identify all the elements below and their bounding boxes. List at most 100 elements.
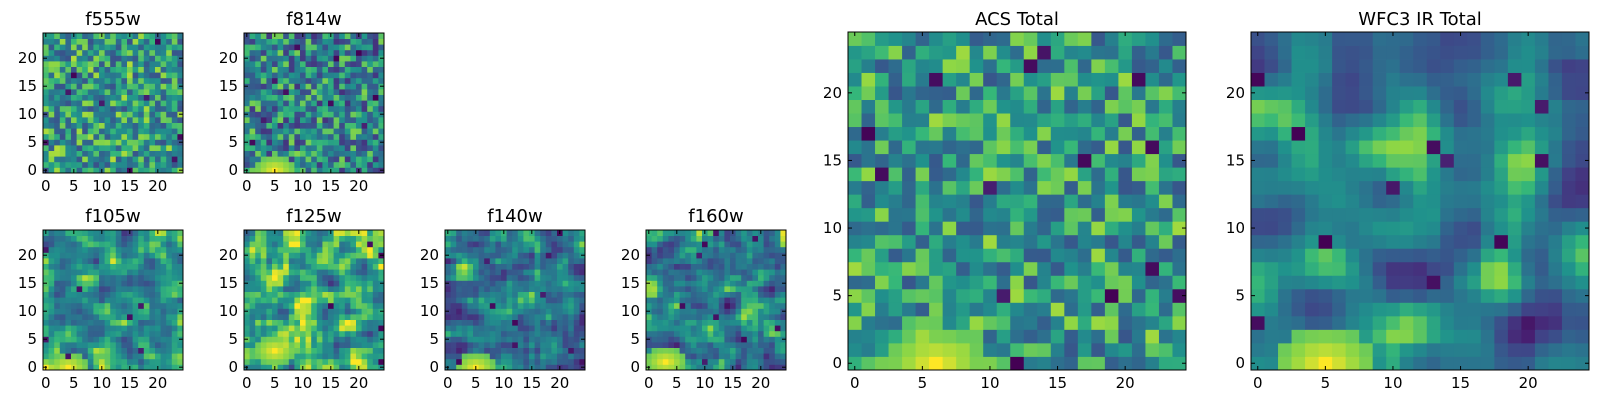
heatmap-cell bbox=[730, 274, 736, 281]
heatmap-cell bbox=[730, 269, 736, 276]
heatmap-cell bbox=[249, 161, 256, 168]
heatmap-cell bbox=[888, 315, 903, 330]
heatmap-cell bbox=[283, 122, 290, 129]
heatmap-cell bbox=[166, 61, 173, 67]
tick-label: 20 bbox=[621, 246, 640, 264]
heatmap-cell bbox=[763, 297, 770, 304]
heatmap-cell bbox=[322, 128, 329, 135]
heatmap-cell bbox=[277, 246, 284, 253]
heatmap-cell bbox=[1453, 329, 1468, 344]
heatmap-cell bbox=[110, 122, 117, 129]
heatmap-cell bbox=[59, 156, 66, 163]
tick-label: 20 bbox=[148, 374, 167, 392]
heatmap-cell bbox=[467, 297, 474, 304]
plot-frame bbox=[42, 32, 184, 174]
heatmap-cell bbox=[155, 156, 161, 163]
heatmap-cell bbox=[104, 319, 111, 326]
heatmap-cell bbox=[367, 83, 374, 90]
heatmap-cell bbox=[1521, 275, 1536, 290]
heatmap-cell bbox=[668, 246, 675, 253]
heatmap-cell bbox=[718, 302, 725, 309]
heatmap-cell bbox=[177, 44, 184, 51]
heatmap-cell bbox=[367, 246, 374, 253]
heatmap-cell bbox=[758, 286, 764, 292]
heatmap-cell bbox=[769, 230, 776, 236]
heatmap-cell bbox=[450, 258, 457, 264]
heatmap-cell bbox=[568, 319, 575, 326]
heatmap-cell bbox=[489, 358, 496, 365]
heatmap-cell bbox=[260, 100, 267, 107]
heatmap-cell bbox=[484, 314, 491, 320]
heatmap-cell bbox=[71, 44, 77, 51]
heatmap-cell bbox=[59, 128, 66, 135]
heatmap-cell bbox=[1118, 86, 1133, 100]
heatmap-cell bbox=[255, 150, 262, 157]
heatmap-cell bbox=[1480, 329, 1495, 344]
heatmap-cell bbox=[579, 246, 586, 253]
heatmap-cell bbox=[969, 261, 984, 276]
heatmap-cell bbox=[1010, 32, 1025, 46]
heatmap-cell bbox=[300, 72, 306, 79]
heatmap-cell bbox=[311, 77, 318, 84]
heatmap-cell bbox=[763, 235, 770, 242]
heatmap-cell bbox=[1172, 261, 1187, 276]
heatmap-cell bbox=[707, 241, 714, 248]
heatmap-cell bbox=[696, 258, 703, 264]
heatmap-cell bbox=[372, 246, 379, 253]
heatmap-cell bbox=[59, 133, 66, 140]
heatmap-cell bbox=[316, 105, 323, 112]
heatmap-cell bbox=[121, 280, 128, 287]
heatmap-cell bbox=[48, 49, 55, 56]
heatmap-cell bbox=[367, 111, 374, 118]
heatmap-cell bbox=[657, 280, 664, 287]
heatmap-cell bbox=[562, 314, 569, 320]
heatmap-cell bbox=[562, 319, 569, 326]
heatmap-cell bbox=[445, 347, 451, 354]
heatmap-cell bbox=[1131, 99, 1146, 114]
heatmap-cell bbox=[718, 336, 725, 343]
heatmap-cell bbox=[1264, 302, 1279, 317]
heatmap-cell bbox=[915, 140, 930, 155]
heatmap-cell bbox=[104, 61, 111, 67]
heatmap-cell bbox=[344, 308, 351, 315]
heatmap-cell bbox=[1091, 59, 1106, 73]
heatmap-cell bbox=[104, 122, 111, 129]
heatmap-cell bbox=[461, 364, 468, 371]
heatmap-cell bbox=[774, 241, 781, 248]
tick-label: 10 bbox=[823, 219, 842, 237]
heatmap-cell bbox=[300, 252, 306, 259]
heatmap-cell bbox=[166, 72, 173, 79]
heatmap-cell bbox=[361, 230, 368, 236]
heatmap-cell bbox=[283, 274, 290, 281]
heatmap-cell bbox=[690, 297, 697, 304]
heatmap-cell bbox=[367, 72, 374, 79]
heatmap-cell bbox=[534, 325, 541, 332]
heatmap-cell bbox=[540, 308, 547, 315]
tick-label: 20 bbox=[420, 246, 439, 264]
heatmap-cell bbox=[746, 308, 753, 315]
heatmap-cell bbox=[763, 241, 770, 248]
heatmap-cell bbox=[1172, 221, 1187, 236]
heatmap-cell bbox=[311, 66, 318, 73]
heatmap-cell bbox=[260, 150, 267, 157]
heatmap-cell bbox=[529, 280, 535, 287]
heatmap-cell bbox=[149, 83, 156, 90]
heatmap-cell bbox=[523, 314, 530, 320]
heatmap-cell bbox=[160, 117, 167, 123]
heatmap-cell bbox=[461, 342, 468, 348]
heatmap-cell bbox=[915, 221, 930, 236]
heatmap-cell bbox=[724, 230, 731, 236]
heatmap-cell bbox=[71, 145, 77, 151]
heatmap-cell bbox=[177, 235, 184, 242]
heatmap-cell bbox=[888, 302, 903, 317]
heatmap-cell bbox=[529, 302, 535, 309]
heatmap-cell bbox=[255, 235, 262, 242]
heatmap-cell bbox=[48, 252, 55, 259]
heatmap-cell bbox=[696, 342, 703, 348]
heatmap-cell bbox=[322, 44, 329, 51]
heatmap-cell bbox=[1091, 72, 1106, 87]
heatmap-cell bbox=[545, 364, 552, 371]
heatmap-cell bbox=[1251, 207, 1265, 222]
heatmap-cell bbox=[339, 241, 346, 248]
heatmap-cell bbox=[752, 241, 759, 248]
